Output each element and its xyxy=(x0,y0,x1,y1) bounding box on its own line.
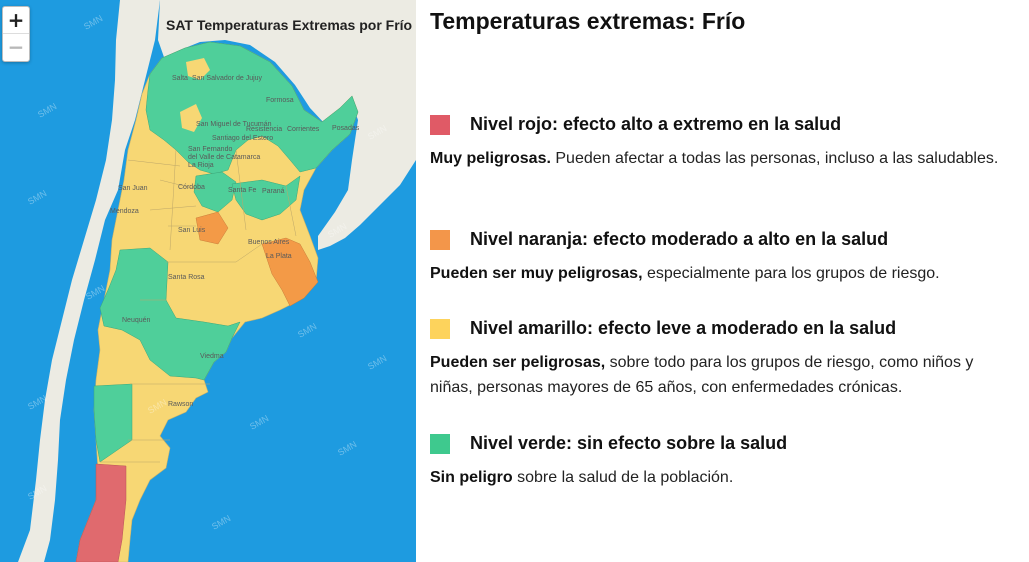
city-label: San Luis xyxy=(178,227,206,234)
level-yellow-title: Nivel amarillo: efecto leve a moderado e… xyxy=(470,318,897,338)
green-swatch xyxy=(430,434,450,454)
level-orange-title: Nivel naranja: efecto moderado a alto en… xyxy=(470,229,889,249)
chile-land xyxy=(18,0,160,562)
level-red-text: Pueden afectar a todas las personas, inc… xyxy=(550,150,999,167)
city-label: Corrientes xyxy=(287,126,320,133)
city-label: Resistencia xyxy=(246,126,282,133)
legend-title: Temperaturas extremas: Frío xyxy=(430,8,746,34)
city-label: Paraná xyxy=(262,188,285,195)
zoom-out-button[interactable]: − xyxy=(3,33,29,61)
city-label: San Salvador de Jujuy xyxy=(192,75,263,82)
yellow-swatch xyxy=(430,319,450,339)
level-orange-bold: Pueden ser muy peligrosas, xyxy=(430,265,643,282)
yellow-north-pockets xyxy=(180,58,210,132)
level-green: Nivel verde: sin efecto sobre la salud S… xyxy=(430,433,1020,490)
level-red-bold: Muy peligrosas. xyxy=(430,150,551,167)
city-label: Santiago del Estero xyxy=(212,135,273,142)
city-label: Salta xyxy=(172,75,188,82)
argentina-alert-map[interactable]: Salta San Salvador de Jujuy Formosa Posadas… xyxy=(0,0,416,562)
green-cordoba xyxy=(193,171,237,213)
level-yellow-description: Pueden ser peligrosas, sobre todo para l… xyxy=(430,350,1010,400)
northeast-neighbors xyxy=(158,0,416,250)
map-panel[interactable]: Salta San Salvador de Jujuy Formosa Posadas… xyxy=(0,0,416,562)
province-borders xyxy=(100,149,297,463)
city-label: Santa Rosa xyxy=(168,274,205,281)
city-label: Posadas xyxy=(332,125,360,132)
map-title: SAT Temperaturas Extremas por Frío xyxy=(166,17,413,33)
level-green-bold: Sin peligro xyxy=(430,469,513,486)
city-labels: Salta San Salvador de Jujuy Formosa Posadas… xyxy=(110,75,360,408)
city-label: Viedma xyxy=(200,353,224,360)
red-swatch xyxy=(430,115,450,135)
city-label: San Miguel de Tucumán xyxy=(196,121,272,128)
city-label: Neuquén xyxy=(122,317,151,324)
level-orange: Nivel naranja: efecto moderado a alto en… xyxy=(430,229,1020,286)
level-green-title: Nivel verde: sin efecto sobre la salud xyxy=(470,433,788,453)
level-green-text: sobre la salud de la población. xyxy=(512,469,734,486)
zoom-control: + − xyxy=(2,6,30,62)
level-yellow-text: sobre todo para los grupos de riesgo, co… xyxy=(430,354,974,396)
zoom-in-button[interactable]: + xyxy=(7,8,25,32)
city-label: Santa Fe xyxy=(228,187,257,194)
level-red-title: Nivel rojo: efecto alto a extremo en la … xyxy=(470,114,842,134)
legend-panel: Temperaturas extremas: Frío Nivel rojo: … xyxy=(430,0,1020,562)
city-label: Buenos Aires xyxy=(248,239,290,246)
level-orange-description: Pueden ser muy peligrosas, especialmente… xyxy=(430,261,1010,286)
level-yellow: Nivel amarillo: efecto leve a moderado e… xyxy=(430,318,1020,400)
city-label: San Juan xyxy=(118,185,148,192)
green-west-band xyxy=(99,247,241,381)
city-label: La Rioja xyxy=(188,162,214,169)
city-label: San Fernando del Valle de Catamarca xyxy=(188,146,260,161)
city-label: La Plata xyxy=(266,253,292,260)
level-green-description: Sin peligro sobre la salud de la poblaci… xyxy=(430,465,1010,490)
red-santa-cruz xyxy=(75,463,127,562)
city-label: Mendoza xyxy=(110,208,139,215)
city-label: Córdoba xyxy=(178,184,205,191)
city-label: Rawson xyxy=(168,401,193,408)
green-central-strip xyxy=(231,175,301,221)
orange-san-luis xyxy=(195,211,229,245)
level-red-description: Muy peligrosas. Pueden afectar a todas l… xyxy=(430,146,1010,171)
level-orange-text: especialmente para los grupos de riesgo. xyxy=(642,265,940,282)
orange-buenos-aires xyxy=(261,237,319,307)
level-yellow-bold: Pueden ser peligrosas, xyxy=(430,354,606,371)
city-label: Formosa xyxy=(266,97,294,104)
level-red: Nivel rojo: efecto alto a extremo en la … xyxy=(430,114,1020,171)
orange-swatch xyxy=(430,230,450,250)
